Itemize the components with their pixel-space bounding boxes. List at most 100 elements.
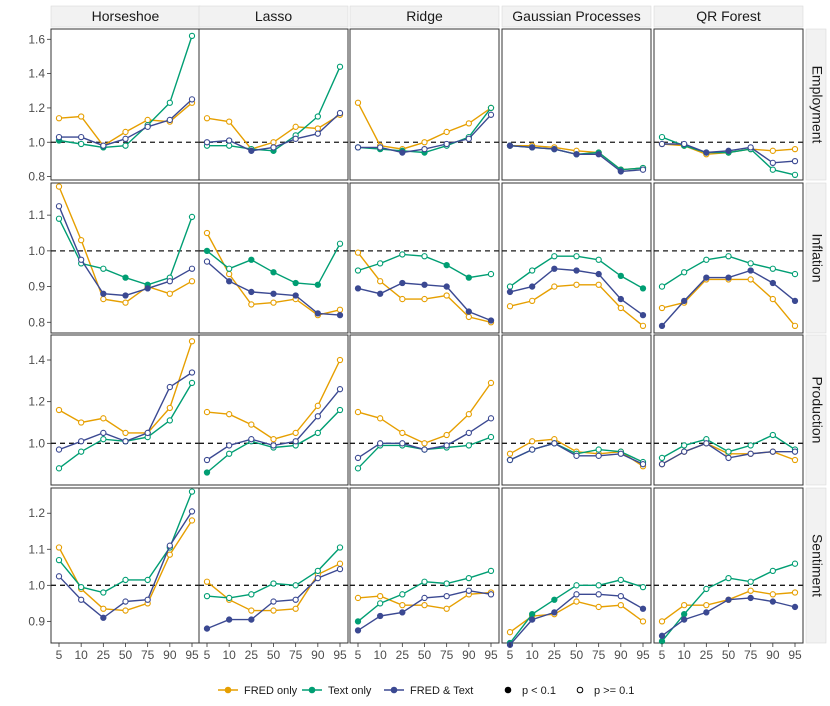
- legend-marker-not-significant: [576, 686, 584, 694]
- data-point-both: [78, 256, 85, 263]
- data-point-both: [595, 452, 602, 459]
- x-tick-label: 75: [744, 648, 758, 662]
- data-point-text: [55, 215, 63, 222]
- data-point-text: [791, 270, 799, 278]
- data-point-both: [681, 140, 688, 148]
- data-point-both: [421, 594, 428, 602]
- data-point-fred: [573, 598, 580, 605]
- data-point-both: [725, 454, 732, 462]
- strip-label-gaussian-processes: Gaussian Processes: [512, 8, 640, 24]
- data-point-text: [791, 560, 799, 567]
- x-tick-label: 25: [548, 648, 562, 662]
- x-tick-label: 50: [418, 648, 432, 662]
- data-point-text: [226, 265, 233, 272]
- panel-production-lasso: [198, 334, 349, 486]
- data-point-both: [399, 609, 406, 616]
- data-point-text: [573, 253, 580, 260]
- data-point-text: [122, 576, 129, 584]
- data-point-text: [658, 454, 666, 462]
- data-point-fred: [203, 408, 211, 416]
- y-tick-label: 1.4: [28, 353, 45, 367]
- y-tick-label: 1.2: [28, 506, 45, 520]
- data-point-both: [658, 461, 666, 468]
- data-point-fred: [166, 551, 173, 558]
- data-point-text: [100, 589, 107, 596]
- data-point-fred: [506, 450, 514, 457]
- strip-label-qr-forest: QR Forest: [696, 8, 761, 24]
- data-point-text: [681, 442, 688, 449]
- data-point-fred: [354, 594, 362, 602]
- data-point-text: [769, 166, 776, 173]
- data-point-both: [658, 140, 666, 148]
- data-point-fred: [506, 629, 514, 636]
- strip-label-production: Production: [809, 377, 825, 444]
- y-tick-label: 1.0: [28, 436, 45, 450]
- data-point-both: [270, 144, 277, 151]
- data-point-text: [487, 104, 495, 112]
- data-point-both: [506, 456, 514, 464]
- data-point-text: [769, 265, 776, 272]
- data-point-text: [769, 567, 776, 575]
- data-point-both: [122, 598, 129, 605]
- data-point-text: [188, 213, 196, 221]
- data-point-fred: [377, 415, 384, 422]
- data-point-text: [78, 140, 85, 148]
- data-point-fred: [122, 299, 129, 306]
- data-point-both: [791, 297, 799, 305]
- data-point-fred: [465, 120, 472, 127]
- data-point-text: [595, 582, 602, 589]
- data-point-both: [377, 144, 384, 151]
- data-point-both: [725, 274, 732, 281]
- data-point-text: [292, 582, 299, 589]
- data-point-text: [617, 576, 624, 584]
- strip-gaussian-processes: [501, 5, 652, 28]
- data-point-text: [55, 556, 63, 564]
- panel-employment-qr-forest: [653, 28, 804, 181]
- data-point-text: [144, 576, 151, 584]
- x-tick-label: 90: [163, 648, 177, 662]
- data-point-both: [465, 429, 472, 437]
- strip-label-inflation: Inflation: [809, 233, 825, 282]
- y-tick-label: 1.0: [28, 135, 45, 149]
- panel-sentiment-qr-forest: [653, 487, 804, 645]
- data-point-fred: [354, 408, 362, 416]
- x-tick-label: 90: [462, 648, 476, 662]
- strip-qr-forest: [653, 5, 804, 28]
- data-point-text: [336, 544, 344, 551]
- data-point-text: [487, 567, 495, 575]
- x-tick-label: 10: [677, 648, 691, 662]
- data-point-fred: [270, 139, 277, 146]
- data-point-text: [188, 379, 196, 387]
- data-point-both: [314, 310, 321, 317]
- data-point-both: [166, 383, 173, 391]
- data-point-both: [377, 612, 384, 620]
- data-point-both: [336, 386, 344, 393]
- data-point-fred: [443, 128, 450, 136]
- data-point-both: [551, 265, 558, 272]
- data-point-both: [270, 598, 277, 605]
- data-point-fred: [595, 603, 602, 611]
- data-point-text: [465, 442, 472, 449]
- data-point-text: [354, 267, 362, 274]
- data-point-text: [122, 274, 129, 281]
- data-point-both: [203, 139, 211, 146]
- data-point-both: [551, 145, 558, 153]
- data-point-both: [747, 450, 754, 457]
- data-point-text: [747, 442, 754, 449]
- data-point-both: [617, 450, 624, 457]
- data-point-text: [725, 253, 732, 260]
- x-tick-label: 90: [614, 648, 628, 662]
- x-tick-label: 5: [507, 648, 514, 662]
- x-tick-label: 75: [141, 648, 155, 662]
- data-point-both: [421, 446, 428, 453]
- data-point-both: [617, 168, 624, 175]
- data-point-fred: [703, 602, 710, 609]
- data-point-both: [421, 145, 428, 153]
- legend-label-not-significant: p >= 0.1: [594, 685, 634, 697]
- data-point-both: [617, 295, 624, 303]
- strip-ridge: [349, 5, 500, 28]
- y-tick-label: 1.4: [28, 67, 45, 81]
- y-tick-label: 0.8: [28, 170, 45, 184]
- data-point-both: [443, 592, 450, 600]
